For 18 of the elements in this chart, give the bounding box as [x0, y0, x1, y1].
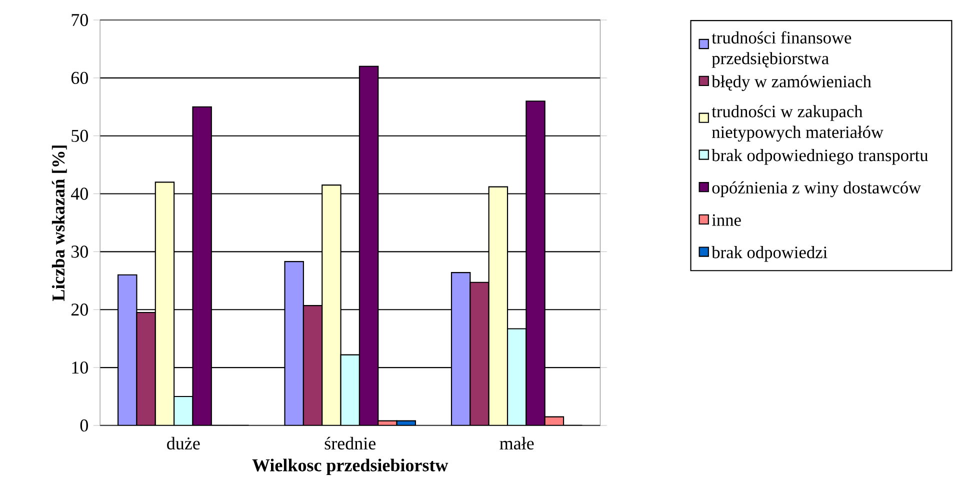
- y-tick-label: 70: [72, 14, 88, 26]
- legend-label: błędy w zamówieniach: [712, 75, 872, 92]
- legend-label: brak odpowiedzi: [712, 246, 828, 262]
- x-tick-label: duże: [167, 436, 200, 450]
- x-axis-title: Wielkosc przedsiebiorstw: [252, 458, 448, 476]
- y-tick-label: 20: [71, 304, 88, 316]
- x-tick-label: średnie: [324, 436, 376, 450]
- x-tick-label: małe: [500, 436, 534, 450]
- y-tick-label: 50: [72, 130, 88, 142]
- y-tick-label: 60: [71, 72, 88, 84]
- y-axis-title: Liczba wskazań [%]: [52, 146, 67, 302]
- y-tick-label: 0: [80, 419, 88, 432]
- legend-label: inne: [712, 214, 741, 226]
- y-tick-label: 40: [71, 188, 88, 200]
- legend-label: brak odpowiedniego transportu: [712, 149, 928, 165]
- y-tick-label: 10: [72, 362, 88, 374]
- legend-label: opóźnienia z winy dostawców: [712, 181, 921, 198]
- y-tick-label: 30: [72, 246, 88, 258]
